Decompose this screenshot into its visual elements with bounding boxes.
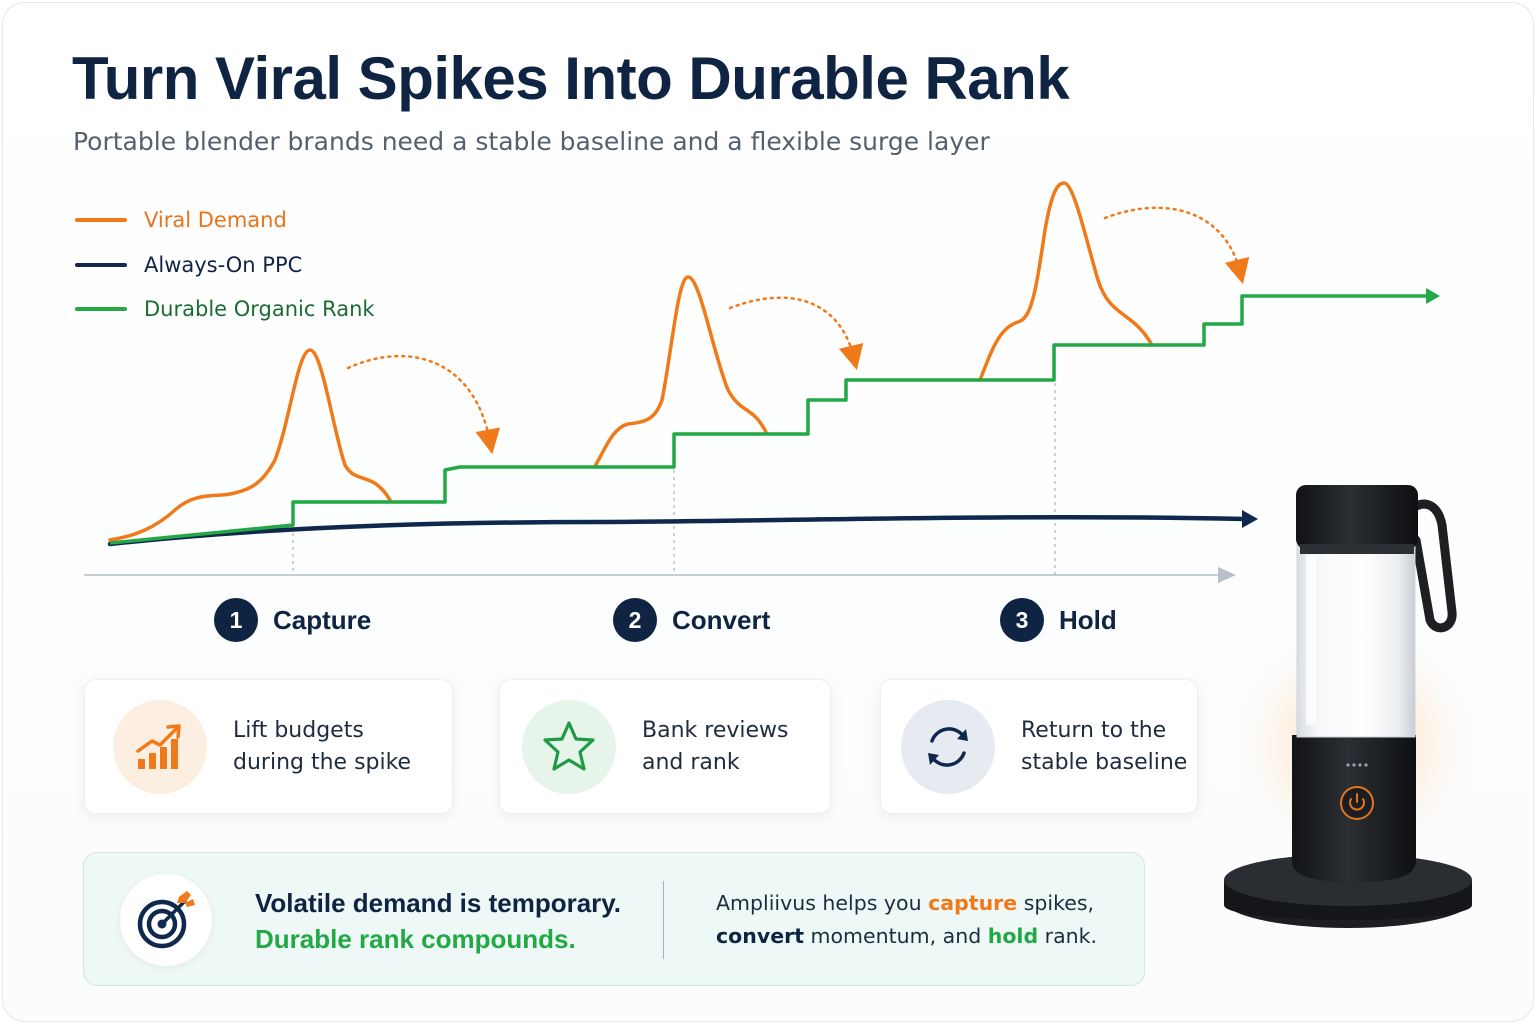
legend-swatch-ppc (75, 262, 127, 267)
step-hold: 3 Hold (1000, 598, 1117, 642)
target-icon (120, 874, 212, 966)
banner-body-mid-2: momentum, and (804, 924, 988, 948)
summary-banner: Volatile demand is temporary. Durable ra… (83, 852, 1145, 986)
step-number-1: 1 (214, 598, 258, 642)
banner-body-line-1: Ampliivus helps you capture spikes, (716, 887, 1097, 920)
viral-demand-line (108, 181, 1154, 542)
page-title: Turn Viral Spikes Into Durable Rank (72, 45, 1070, 112)
card-text-bank-reviews: Bank reviews and rank (642, 715, 830, 779)
step-convert: 2 Convert (613, 598, 770, 642)
page-subtitle: Portable blender brands need a stable ba… (73, 127, 990, 156)
legend-item-viral-demand: Viral Demand (75, 198, 375, 243)
transfer-arrow-2 (728, 296, 864, 371)
banner-body-mid-1: spikes, (1017, 891, 1095, 915)
transfer-arrow-1 (346, 354, 501, 455)
card-1-line-2: during the spike (233, 749, 412, 775)
step-number-3: 3 (1000, 598, 1044, 642)
card-2-line-1: Bank reviews (642, 717, 789, 743)
banner-body-text: Ampliivus helps you capture spikes, conv… (716, 887, 1097, 953)
banner-divider (663, 881, 664, 959)
legend-swatch-organic (75, 307, 127, 312)
bar-chart-trend-icon (113, 699, 207, 794)
legend-item-organic-rank: Durable Organic Rank (75, 287, 375, 332)
banner-body-post: rank. (1038, 924, 1098, 948)
portable-blender-illustration (1224, 485, 1473, 928)
step-label-convert: Convert (672, 604, 771, 635)
card-text-lift-budgets: Lift budgets during the spike (233, 715, 433, 779)
banner-headline-line-2: Durable rank compounds. (255, 924, 576, 954)
transfer-arrow-3 (1103, 206, 1250, 285)
durable-organic-rank-line (109, 294, 1428, 545)
step-capture: 1 Capture (214, 598, 371, 642)
chart-legend: Viral Demand Always-On PPC Durable Organ… (75, 198, 375, 332)
legend-label-ppc: Always-On PPC (144, 252, 303, 277)
banner-headline: Volatile demand is temporary. Durable ra… (255, 885, 621, 957)
card-bank-reviews: Bank reviews and rank (499, 679, 831, 814)
banner-body-pre: Ampliivus helps you (716, 891, 929, 915)
legend-swatch-viral (75, 218, 127, 223)
card-2-line-2: and rank (642, 749, 740, 775)
legend-label-viral: Viral Demand (144, 208, 287, 233)
organic-arrowhead (1426, 288, 1440, 304)
legend-item-always-on-ppc: Always-On PPC (75, 243, 375, 288)
card-text-return-baseline: Return to the stable baseline (1021, 715, 1197, 779)
star-icon (522, 699, 616, 794)
refresh-icon (901, 699, 995, 794)
step-number-2: 2 (613, 598, 657, 642)
banner-highlight-hold: hold (987, 924, 1039, 948)
always-on-ppc-line (107, 514, 1248, 547)
card-1-line-1: Lift budgets (233, 717, 364, 743)
ppc-arrowhead (1242, 510, 1258, 528)
banner-headline-line-1: Volatile demand is temporary. (255, 888, 622, 918)
banner-highlight-capture: capture (928, 891, 1018, 915)
step-label-capture: Capture (273, 604, 372, 635)
card-3-line-2: stable baseline (1021, 749, 1188, 775)
banner-body-line-2: convert momentum, and hold rank. (716, 920, 1097, 953)
banner-highlight-convert: convert (716, 924, 805, 948)
card-3-line-1: Return to the (1021, 717, 1167, 743)
card-return-baseline: Return to the stable baseline (880, 679, 1198, 814)
step-label-hold: Hold (1059, 604, 1117, 635)
card-lift-budgets: Lift budgets during the spike (84, 679, 453, 814)
legend-label-organic: Durable Organic Rank (144, 297, 375, 322)
